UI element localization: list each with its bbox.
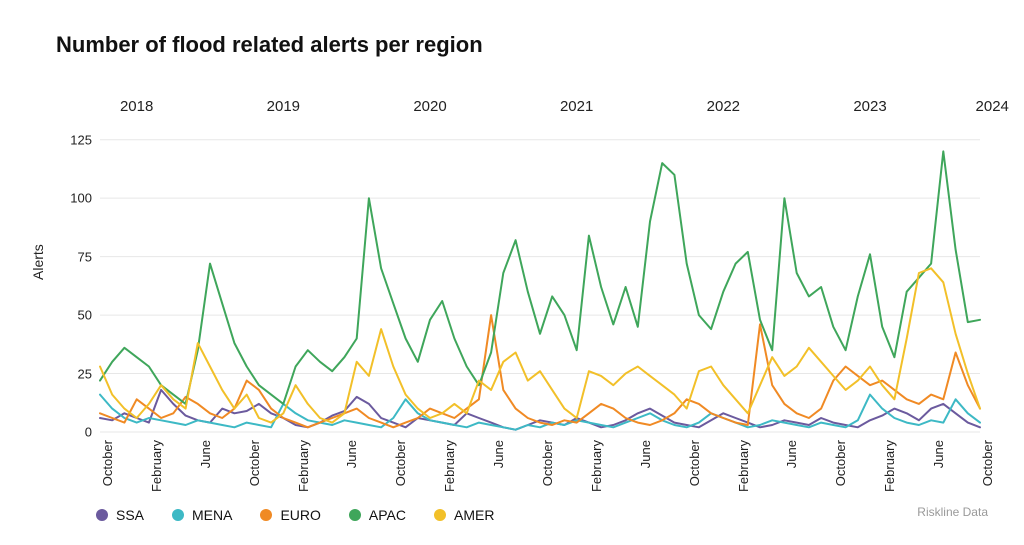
legend-item-ssa: SSA (96, 507, 144, 523)
legend-label: APAC (369, 507, 406, 523)
legend-label: SSA (116, 507, 144, 523)
legend-label: MENA (192, 507, 232, 523)
legend-dot (172, 509, 184, 521)
x-tick-label: February (442, 440, 457, 492)
legend-item-amer: AMER (434, 507, 494, 523)
year-label: 2022 (707, 98, 740, 115)
y-axis-label: Alerts (30, 244, 46, 280)
series-lines (100, 151, 980, 429)
x-tick-label: June (784, 440, 799, 468)
x-tick-label: February (882, 440, 897, 492)
legend: SSA MENA EURO APAC AMER (96, 507, 494, 523)
legend-dot (349, 509, 361, 521)
legend-label: AMER (454, 507, 494, 523)
x-tick-label: June (491, 440, 506, 468)
x-tick-label: October (540, 440, 555, 486)
year-label: 2019 (267, 98, 300, 115)
legend-item-apac: APAC (349, 507, 406, 523)
year-label: 2021 (560, 98, 593, 115)
x-tick-label: October (833, 440, 848, 486)
x-tick-label: June (198, 440, 213, 468)
y-tick-label: 0 (52, 425, 92, 440)
x-tick-label: October (980, 440, 995, 486)
legend-label: EURO (280, 507, 320, 523)
attribution: Riskline Data (917, 505, 988, 519)
year-label: 2024 (976, 98, 1009, 115)
y-tick-label: 25 (52, 366, 92, 381)
legend-dot (434, 509, 446, 521)
x-tick-label: February (736, 440, 751, 492)
flood-alerts-chart: Number of flood related alerts per regio… (0, 0, 1024, 545)
y-tick-label: 125 (52, 132, 92, 147)
x-tick-label: October (393, 440, 408, 486)
x-tick-label: October (100, 440, 115, 486)
x-tick-label: October (247, 440, 262, 486)
year-label: 2020 (413, 98, 446, 115)
x-tick-label: June (638, 440, 653, 468)
legend-dot (260, 509, 272, 521)
y-tick-label: 75 (52, 249, 92, 264)
series-line-apac (100, 151, 980, 404)
series-line-amer (100, 268, 980, 422)
legend-item-mena: MENA (172, 507, 232, 523)
year-label: 2018 (120, 98, 153, 115)
chart-title: Number of flood related alerts per regio… (56, 32, 483, 58)
x-tick-label: February (589, 440, 604, 492)
legend-dot (96, 509, 108, 521)
y-tick-label: 50 (52, 308, 92, 323)
x-tick-label: June (931, 440, 946, 468)
plot-area (100, 128, 980, 432)
x-tick-label: June (344, 440, 359, 468)
x-tick-label: February (296, 440, 311, 492)
x-tick-label: February (149, 440, 164, 492)
x-tick-label: October (687, 440, 702, 486)
y-tick-label: 100 (52, 191, 92, 206)
year-label: 2023 (853, 98, 886, 115)
legend-item-euro: EURO (260, 507, 320, 523)
